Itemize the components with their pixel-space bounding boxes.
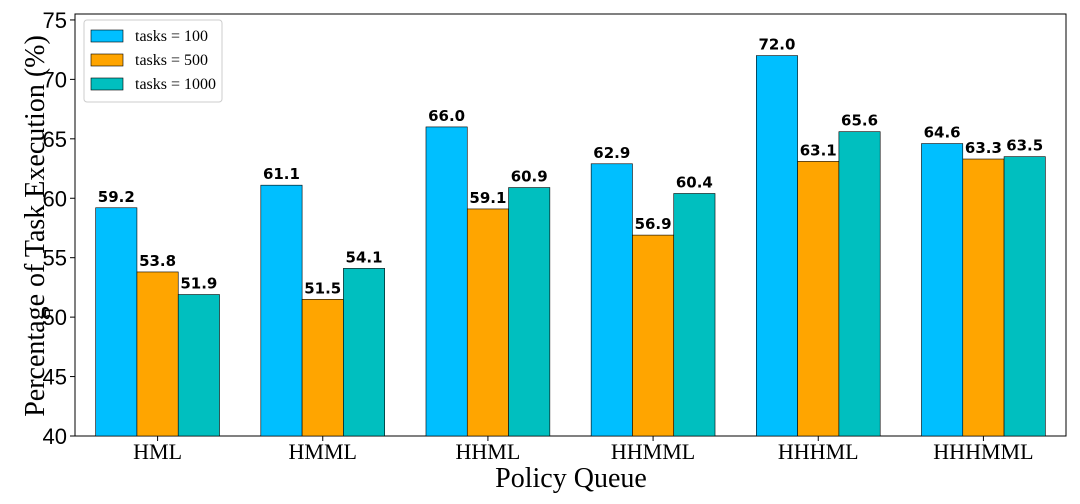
bar-value-label: 63.5	[1006, 137, 1043, 155]
x-tick-label: HHML	[456, 439, 521, 464]
x-tick-label: HML	[133, 439, 182, 464]
bar-value-label: 66.0	[428, 107, 465, 125]
bar	[260, 184, 303, 437]
bar	[673, 193, 716, 437]
bar-value-label: 54.1	[346, 248, 383, 266]
bar-value-label: 63.3	[965, 139, 1002, 157]
x-tick-label: HHHML	[778, 439, 859, 464]
y-tick-label: 60	[43, 186, 67, 211]
bar-value-label: 51.9	[180, 275, 217, 293]
y-tick-label: 75	[43, 8, 67, 33]
bar	[177, 294, 220, 437]
bar	[797, 161, 840, 437]
bar	[301, 298, 344, 437]
plot-area: 40 45 50 55 60 65 70 75 HML 59.2 53.851.9 HMML 61.1 5…	[43, 8, 1067, 464]
y-tick-label: 50	[43, 305, 67, 330]
bar-value-label: 53.8	[139, 252, 176, 270]
bar	[632, 234, 675, 437]
bar-value-label: 65.6	[841, 112, 878, 130]
bar-value-label: 56.9	[635, 215, 672, 233]
x-tick-label: HHMML	[611, 439, 695, 464]
legend: tasks = 100 tasks = 500 tasks = 1000	[83, 19, 223, 103]
legend-label: tasks = 100	[135, 28, 208, 45]
x-axis-label: Policy Queue	[495, 463, 647, 494]
bar	[962, 158, 1005, 437]
bar	[921, 143, 964, 437]
bar-value-label: 59.2	[98, 188, 135, 206]
x-tick-label: HMML	[289, 439, 357, 464]
bar	[136, 271, 179, 437]
legend-swatch	[90, 77, 124, 91]
bar	[838, 131, 881, 437]
y-tick-label: 70	[43, 67, 67, 92]
legend-label: tasks = 500	[135, 52, 208, 69]
x-tick-label: HHHMML	[933, 439, 1033, 464]
bar-value-label: 63.1	[800, 141, 837, 159]
bar-value-label: 72.0	[758, 36, 795, 54]
bar-value-label: 64.6	[924, 124, 961, 142]
legend-swatch	[90, 53, 124, 67]
bar	[466, 208, 509, 437]
bar	[343, 268, 385, 437]
y-axis-label: Percentage of Task Execution (%)	[20, 35, 51, 417]
y-tick-label: 65	[43, 127, 67, 152]
bar-value-label: 60.4	[676, 173, 713, 191]
bar	[425, 126, 468, 437]
bar	[508, 187, 551, 437]
bar-value-label: 51.5	[304, 279, 341, 297]
bar	[590, 163, 633, 437]
legend-label: tasks = 1000	[135, 76, 216, 93]
y-tick-label: 40	[43, 424, 67, 449]
y-tick-label: 55	[43, 246, 67, 271]
bar-value-label: 62.9	[593, 144, 630, 162]
plot-frame	[74, 13, 1067, 437]
y-tick-label: 45	[43, 365, 67, 390]
bar-value-label: 61.1	[263, 165, 300, 183]
legend-swatch	[90, 29, 124, 43]
bar-value-label: 60.9	[511, 168, 548, 186]
bar	[1003, 156, 1046, 437]
bar	[756, 55, 798, 437]
bar-value-label: 59.1	[469, 189, 506, 207]
bar	[95, 207, 138, 437]
